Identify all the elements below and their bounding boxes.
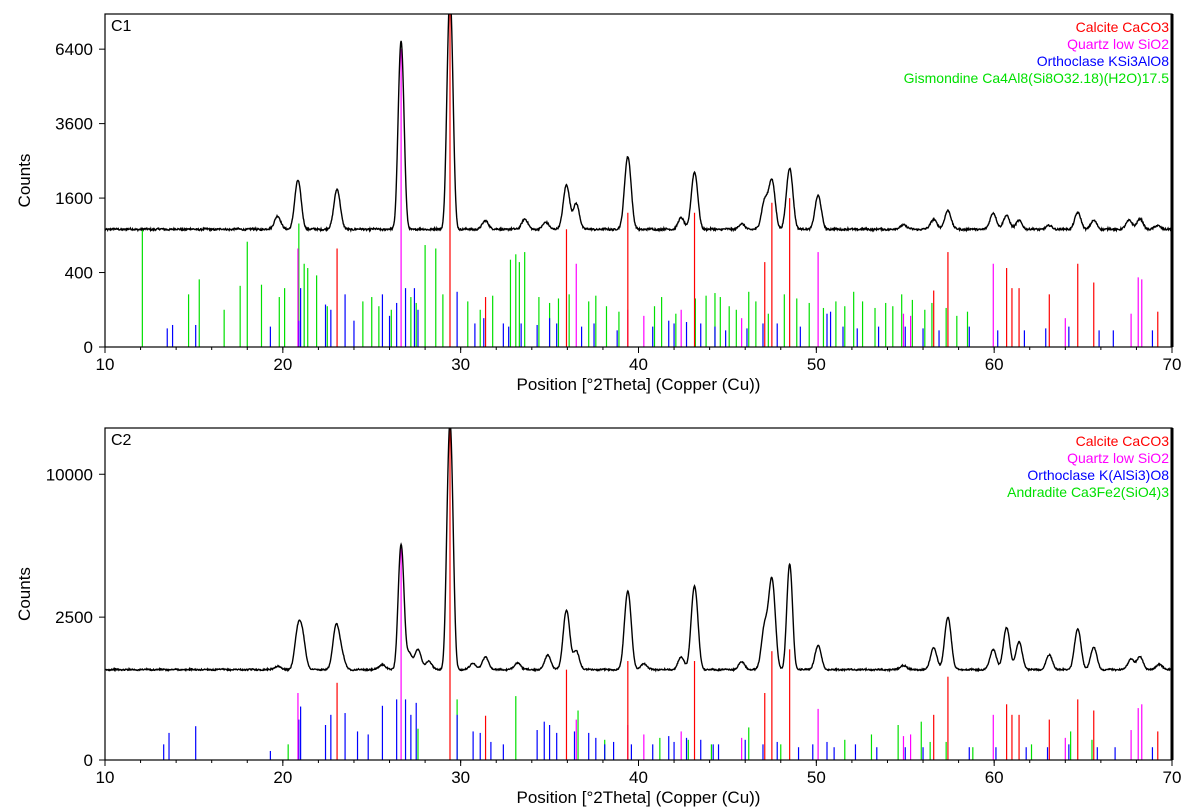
y-tick-label: 0: [84, 338, 93, 357]
x-tick-label: 40: [629, 355, 648, 374]
legend-entry: Calcite CaCO3: [1076, 19, 1170, 35]
x-tick-label: 50: [807, 355, 826, 374]
panel-label: C2: [111, 432, 132, 449]
diffraction-pattern-line: [105, 428, 1172, 673]
x-tick-label: 20: [273, 768, 292, 787]
y-axis-title: Counts: [15, 154, 34, 208]
y-axis-title: Counts: [15, 567, 34, 621]
plot-area: [105, 14, 1172, 347]
legend-entry: Calcite CaCO3: [1076, 433, 1170, 449]
legend-entry: Andradite Ca3Fe2(SiO4)3: [1007, 484, 1169, 500]
x-tick-label: 10: [96, 768, 115, 787]
y-tick-label: 3600: [55, 115, 93, 134]
x-axis-title: Position [°2Theta] (Copper (Cu)): [517, 375, 761, 394]
legend-entry: Orthoclase K(AlSi3)O8: [1027, 467, 1169, 483]
y-tick-label: 10000: [46, 465, 93, 484]
legend-entry: Quartz low SiO2: [1067, 36, 1169, 52]
x-tick-label: 40: [629, 768, 648, 787]
x-tick-label: 30: [451, 768, 470, 787]
x-tick-label: 30: [451, 355, 470, 374]
y-tick-label: 400: [65, 264, 93, 283]
x-tick-label: 70: [1163, 768, 1182, 787]
panel-c1: 10 20 30 40 50 60 70 0 400 1600 3600 6400 Position […: [15, 13, 1182, 394]
panel-label: C1: [111, 18, 132, 35]
x-tick-label: 50: [807, 768, 826, 787]
x-tick-label: 60: [985, 355, 1004, 374]
plot-frame: [104, 427, 1173, 761]
plot-area: [105, 428, 1172, 760]
panel-c2: 10 20 30 40 50 60 70 0 2500 10000 Position [°2Thet…: [15, 427, 1182, 807]
legend-entry: Quartz low SiO2: [1067, 450, 1169, 466]
diffraction-pattern-line: [105, 14, 1172, 234]
x-tick-label: 70: [1163, 355, 1182, 374]
x-tick-label: 60: [985, 768, 1004, 787]
y-tick-label: 0: [84, 751, 93, 770]
y-tick-label: 6400: [55, 40, 93, 59]
x-tick-label: 10: [96, 355, 115, 374]
y-tick-label: 2500: [55, 608, 93, 627]
x-tick-label: 20: [273, 355, 292, 374]
x-axis-title: Position [°2Theta] (Copper (Cu)): [517, 788, 761, 807]
legend-entry: Gismondine Ca4Al8(Si8O32.18)(H2O)17.5: [904, 70, 1170, 86]
legend-entry: Orthoclase KSi3AlO8: [1037, 53, 1169, 69]
y-tick-label: 1600: [55, 189, 93, 208]
